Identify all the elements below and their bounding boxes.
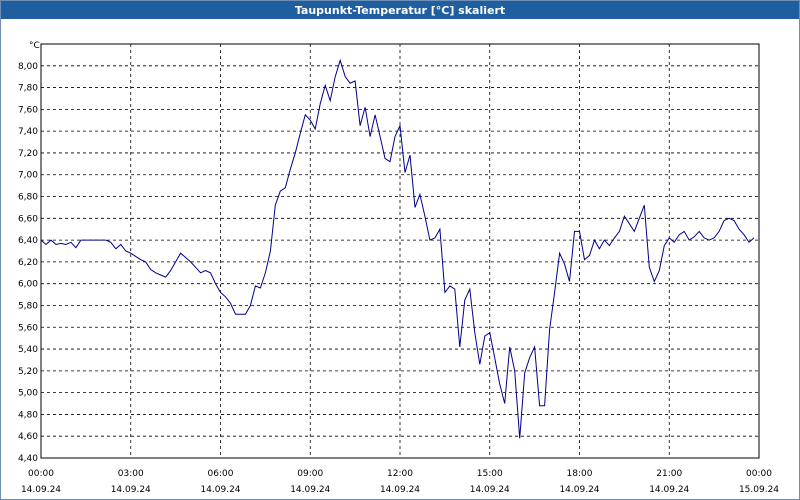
y-tick-label: 7,60 xyxy=(18,105,38,115)
y-tick-label: 6,80 xyxy=(18,193,38,203)
grid-lines xyxy=(41,44,759,459)
y-tick-label: 6,40 xyxy=(18,236,38,246)
x-tick-time: 09:00 xyxy=(297,469,323,479)
y-tick-labels: 8,00 7,80 7,60 7,40 7,20 7,00 6,80 6,60 6,40 6,20… xyxy=(18,62,38,464)
series-line xyxy=(40,58,755,439)
y-tick-label: 6,00 xyxy=(18,280,38,290)
y-tick-label: 5,40 xyxy=(18,345,38,355)
y-tick-label: 7,80 xyxy=(18,84,38,94)
x-tick-time: 15:00 xyxy=(477,469,503,479)
x-tick-date: 14.09.24 xyxy=(200,485,240,495)
y-tick-label: 5,20 xyxy=(18,367,38,377)
y-tick-label: 7,20 xyxy=(18,149,38,159)
y-axis-unit-label: °C xyxy=(29,41,40,51)
x-tick-time: 06:00 xyxy=(208,469,234,479)
y-tick-label: 5,60 xyxy=(18,323,38,333)
y-tick-label: 4,60 xyxy=(18,432,38,442)
window-title: Taupunkt-Temperatur [°C] skaliert xyxy=(1,1,799,19)
x-tick-date: 14.09.24 xyxy=(290,485,330,495)
x-tick-date: 14.09.24 xyxy=(470,485,510,495)
x-tick-time: 21:00 xyxy=(656,469,682,479)
y-tick-label: 4,40 xyxy=(18,454,38,464)
y-tick-label: 5,80 xyxy=(18,301,38,311)
plot-frame xyxy=(40,43,760,459)
x-tick-date: 14.09.24 xyxy=(111,485,151,495)
y-tick-label: 8,00 xyxy=(18,62,38,72)
y-tick-label: 6,60 xyxy=(18,214,38,224)
x-tick-time: 18:00 xyxy=(567,469,593,479)
x-tick-date: 15.09.24 xyxy=(739,485,779,495)
x-tick-time: 12:00 xyxy=(387,469,413,479)
x-tick-time: 00:00 xyxy=(28,469,54,479)
x-tick-time: 03:00 xyxy=(118,469,144,479)
y-tick-label: 7,40 xyxy=(18,127,38,137)
x-tick-time: 00:00 xyxy=(746,469,772,479)
x-tick-date: 14.09.24 xyxy=(559,485,599,495)
x-tick-labels: 00:00 14.09.24 03:00 14.09.24 06:00 14.09.24 0… xyxy=(21,469,779,495)
y-tick-label: 4,80 xyxy=(18,410,38,420)
y-tick-label: 5,00 xyxy=(18,389,38,399)
y-tick-label: 7,00 xyxy=(18,171,38,181)
x-tick-date: 14.09.24 xyxy=(649,485,689,495)
x-tick-date: 14.09.24 xyxy=(380,485,420,495)
x-tick-date: 14.09.24 xyxy=(21,485,61,495)
y-tick-label: 6,20 xyxy=(18,258,38,268)
